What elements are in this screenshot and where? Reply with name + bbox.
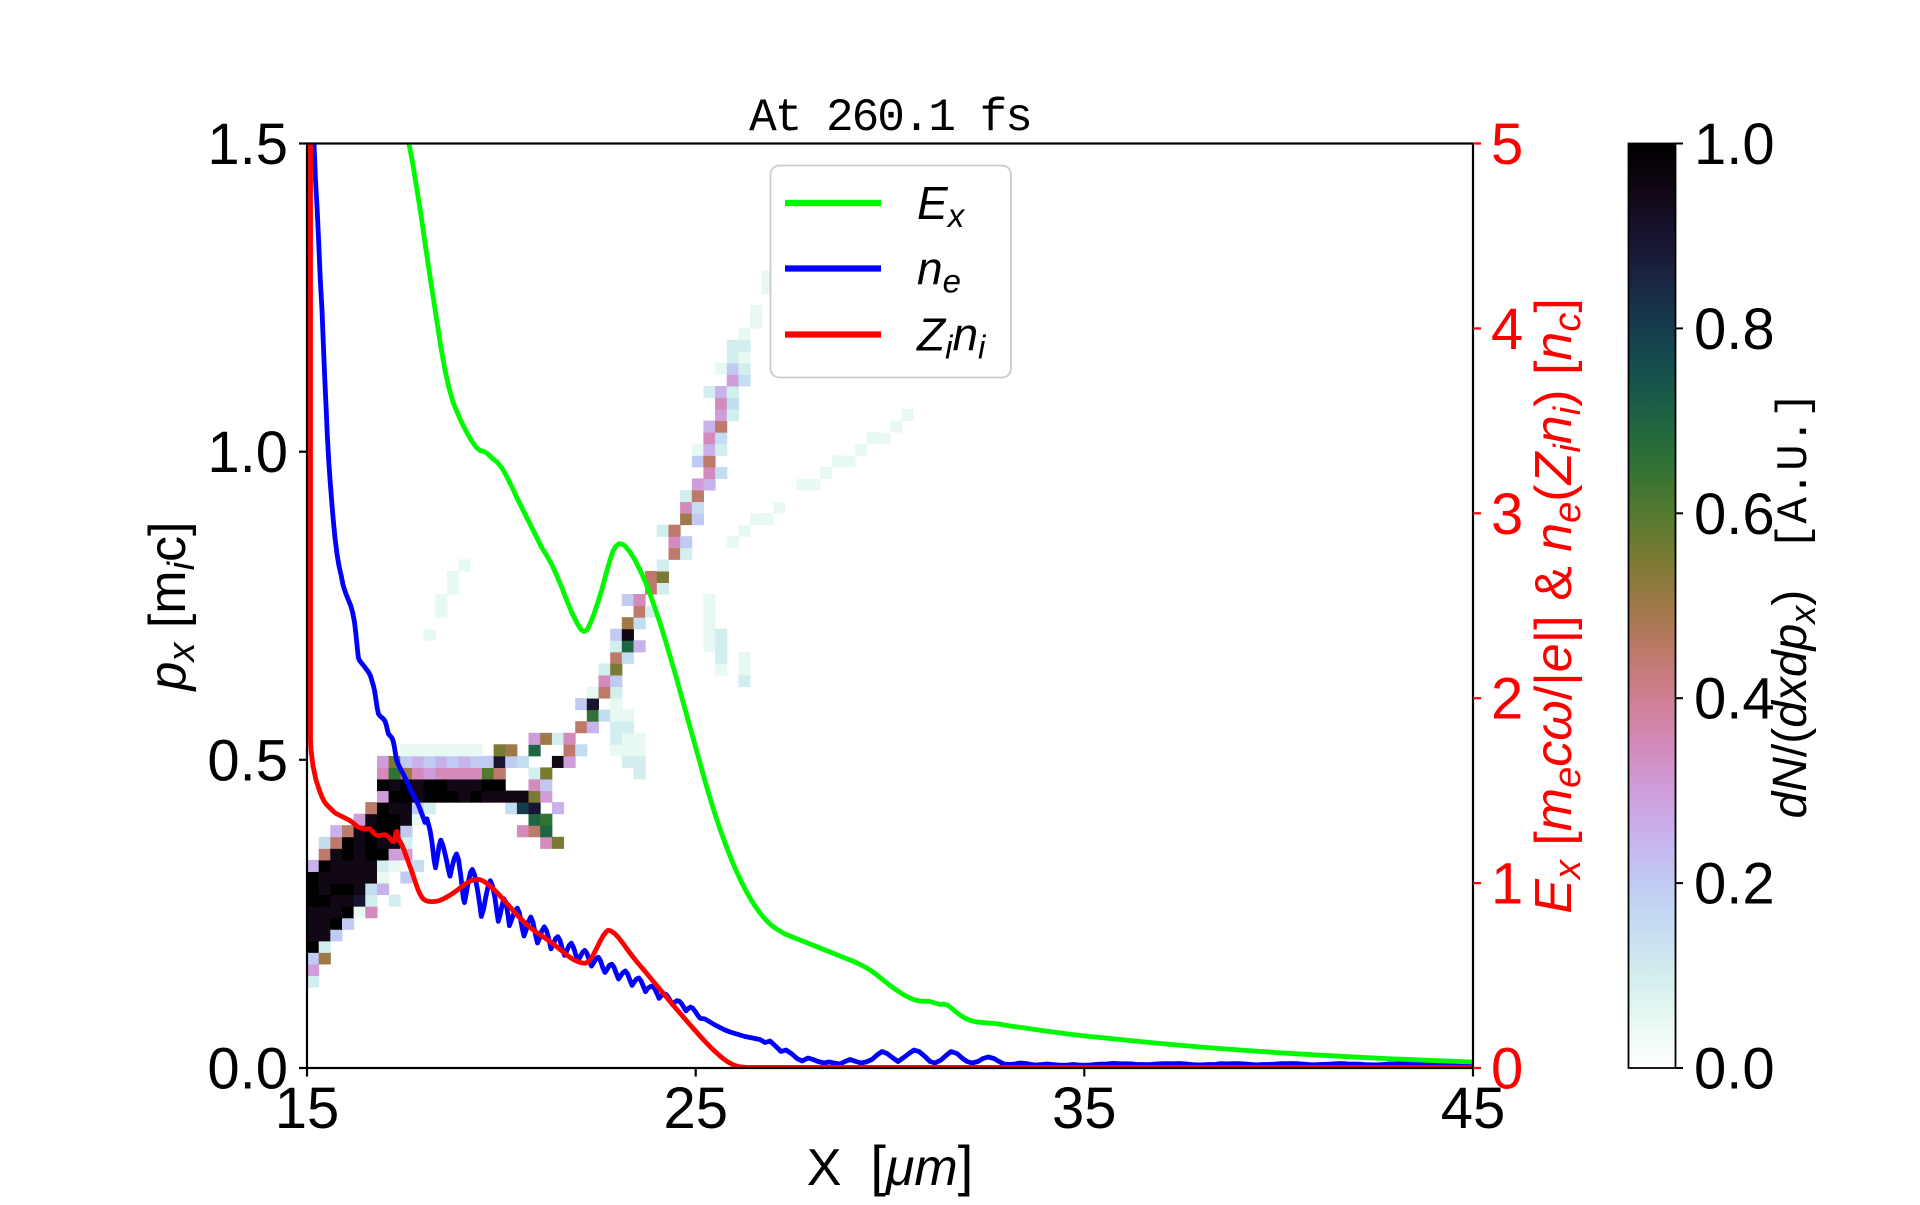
svg-text:4: 4 xyxy=(1491,297,1523,362)
svg-text:Ex [mecω/|e|] & ne(Zini) [nc]: Ex [mecω/|e|] & ne(Zini) [nc] xyxy=(1525,298,1589,914)
svg-text:0.5: 0.5 xyxy=(207,728,288,793)
svg-text:0.6: 0.6 xyxy=(1694,482,1775,547)
svg-text:0.0: 0.0 xyxy=(1694,1037,1775,1102)
svg-text:Zini: Zini xyxy=(916,309,987,366)
svg-text:0.2: 0.2 xyxy=(1694,852,1775,917)
svg-text:35: 35 xyxy=(1052,1076,1117,1141)
svg-text:2: 2 xyxy=(1491,667,1523,732)
svg-text:3: 3 xyxy=(1491,482,1523,547)
svg-text:0.0: 0.0 xyxy=(207,1037,288,1102)
svg-text:At 260.1 fs: At 260.1 fs xyxy=(749,92,1031,144)
svg-text:1.0: 1.0 xyxy=(1694,112,1775,177)
svg-text:X [μm]: X [μm] xyxy=(807,1134,974,1197)
svg-text:0.4: 0.4 xyxy=(1694,667,1775,732)
svg-text:0.8: 0.8 xyxy=(1694,297,1775,362)
svg-text:Ex: Ex xyxy=(917,177,966,234)
svg-text:5: 5 xyxy=(1491,112,1523,177)
svg-text:1.5: 1.5 xyxy=(207,112,288,177)
svg-text:0: 0 xyxy=(1491,1037,1523,1102)
svg-text:15: 15 xyxy=(275,1076,340,1141)
svg-text:45: 45 xyxy=(1441,1076,1506,1141)
svg-text:px [mic]: px [mic] xyxy=(139,521,203,692)
svg-text:1: 1 xyxy=(1491,852,1523,917)
svg-text:25: 25 xyxy=(663,1076,728,1141)
svg-text:1.0: 1.0 xyxy=(207,420,288,485)
svg-text:dN/(dxdpx) [A.U.]: dN/(dxdpx) [A.U.] xyxy=(1764,392,1823,819)
svg-text:ne: ne xyxy=(917,243,961,300)
